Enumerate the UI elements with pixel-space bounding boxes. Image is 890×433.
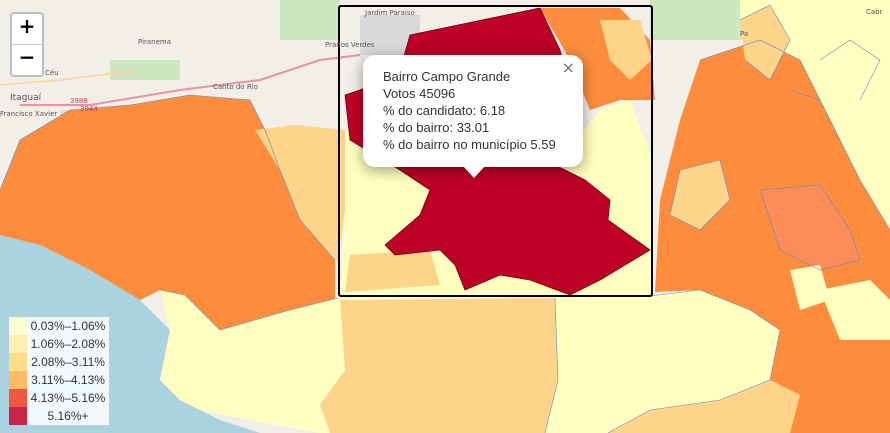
neighborhood-area[interactable] — [740, 0, 890, 230]
neighborhood-area[interactable] — [670, 160, 730, 230]
info-popup: × Bairro Campo Grande Votos 45096 % do c… — [363, 55, 583, 167]
green-area — [110, 60, 180, 80]
legend-swatch — [9, 353, 27, 371]
place-label: Itaguaí — [10, 93, 42, 103]
legend-label: 3.11%–4.13% — [31, 373, 105, 387]
popup-pct-municipio: % do bairro no município 5.59 — [383, 137, 556, 152]
road-label: 3988 — [70, 97, 88, 105]
legend-label: 2.08%–3.11% — [31, 355, 105, 369]
green-area — [280, 0, 340, 40]
neighborhood-area[interactable] — [820, 280, 890, 340]
legend-label: 1.06%–2.08% — [30, 337, 106, 351]
neighborhood-area[interactable] — [345, 250, 440, 292]
popup-title: Bairro Campo Grande — [383, 69, 511, 84]
selection-box — [338, 5, 653, 297]
map-legend: 0.03%–1.06% 1.06%–2.08% 2.08%–3.11% 3.11… — [9, 317, 109, 425]
place-label: Francisco Xavier — [0, 110, 57, 118]
place-label: Céu — [45, 69, 59, 77]
legend-row: 2.08%–3.11% — [9, 353, 109, 371]
place-label: Piranema — [138, 38, 171, 46]
legend-row: 3.11%–4.13% — [9, 371, 109, 389]
legend-swatch — [9, 317, 27, 335]
legend-swatch — [9, 407, 27, 425]
popup-votes: Votos 45096 — [383, 86, 456, 101]
legend-swatch — [9, 371, 27, 389]
neighborhood-area[interactable] — [760, 185, 860, 270]
place-label: Cabr — [866, 8, 883, 16]
zoom-in-button[interactable]: + — [18, 14, 36, 38]
road-label: 3944 — [80, 105, 98, 113]
popup-close-button[interactable]: × — [561, 58, 575, 77]
popup-pct-candidate: % do candidato: 6.18 — [383, 103, 506, 118]
place-label: Prados Verdes — [325, 41, 375, 49]
neighborhood-area[interactable] — [555, 290, 780, 433]
zoom-control: + − — [10, 12, 44, 77]
legend-label: 5.16%+ — [47, 409, 89, 423]
neighborhood-area[interactable] — [600, 20, 652, 80]
neighborhood-area[interactable] — [0, 95, 335, 330]
road — [20, 54, 361, 106]
neighborhood-area[interactable] — [790, 265, 830, 310]
neighborhood-area[interactable] — [255, 125, 345, 262]
region-borders — [0, 4, 890, 433]
neighborhood-area[interactable] — [655, 40, 890, 433]
legend-row: 5.16%+ — [9, 407, 109, 425]
legend-label: 4.13%–5.16% — [30, 391, 106, 405]
legend-swatch — [9, 389, 27, 407]
legend-label: 0.03%–1.06% — [30, 319, 106, 333]
legend-row: 4.13%–5.16% — [9, 389, 109, 407]
legend-row: 0.03%–1.06% — [9, 317, 109, 335]
place-label: Jardim Paraíso — [364, 9, 415, 17]
zoom-out-button[interactable]: − — [12, 44, 42, 75]
road — [0, 69, 141, 86]
place-label: Canto do Rio — [213, 83, 258, 91]
legend-swatch — [9, 335, 27, 353]
popup-pct-bairro: % do bairro: 33.01 — [383, 120, 490, 135]
neighborhood-area[interactable] — [320, 298, 558, 433]
popup-tip — [463, 166, 485, 178]
place-label: Pa — [740, 30, 748, 38]
legend-row: 1.06%–2.08% — [9, 335, 109, 353]
neighborhood-area[interactable] — [608, 380, 800, 433]
